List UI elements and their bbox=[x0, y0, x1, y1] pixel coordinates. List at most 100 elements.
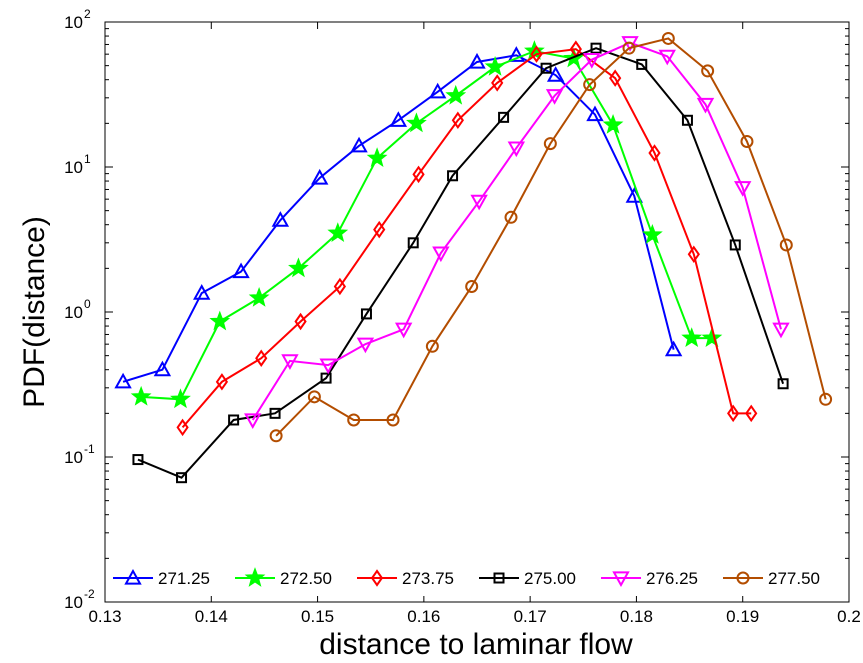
data-point bbox=[740, 134, 754, 148]
data-point bbox=[507, 46, 526, 62]
data-point bbox=[658, 49, 676, 66]
legend-label: 276.25 bbox=[646, 569, 698, 588]
data-point bbox=[132, 454, 144, 466]
data-point bbox=[327, 222, 349, 242]
y-axis-label: PDF(distance) bbox=[18, 216, 51, 408]
x-tick-label: 0.19 bbox=[726, 607, 759, 626]
data-point bbox=[271, 211, 290, 227]
data-point bbox=[696, 97, 715, 114]
x-tick-label: 0.15 bbox=[301, 607, 334, 626]
data-point bbox=[366, 147, 388, 168]
series-277.50 bbox=[269, 31, 833, 443]
data-point bbox=[729, 239, 741, 251]
x-tick-label: 0.13 bbox=[88, 607, 121, 626]
legend-item: 271.25 bbox=[113, 568, 210, 588]
series-276.25 bbox=[244, 36, 790, 430]
data-point bbox=[153, 360, 172, 377]
data-point bbox=[294, 312, 307, 331]
data-point bbox=[779, 238, 793, 252]
data-point bbox=[451, 111, 464, 130]
legend-marker bbox=[370, 569, 384, 587]
data-point bbox=[586, 105, 604, 122]
data-point bbox=[504, 210, 518, 224]
y-tick-label: 10 bbox=[64, 13, 83, 32]
data-point bbox=[609, 69, 622, 87]
data-point bbox=[701, 64, 715, 78]
data-point bbox=[687, 245, 700, 264]
data-point bbox=[319, 358, 337, 375]
data-point bbox=[386, 413, 400, 427]
legend-marker bbox=[612, 571, 630, 588]
data-point bbox=[543, 137, 557, 151]
series-layer bbox=[114, 31, 833, 484]
data-point bbox=[320, 372, 332, 384]
data-point bbox=[228, 414, 240, 426]
data-point bbox=[350, 136, 368, 153]
legend-item: 273.75 bbox=[357, 569, 454, 588]
legend-item: 277.50 bbox=[723, 569, 820, 588]
y-tick-label: 10 bbox=[64, 448, 83, 467]
data-point bbox=[727, 404, 740, 423]
data-point bbox=[232, 262, 250, 279]
y-tick-exponent: 2 bbox=[84, 7, 91, 21]
data-point bbox=[664, 340, 683, 357]
data-point bbox=[244, 413, 262, 430]
series-line bbox=[275, 37, 827, 437]
data-point bbox=[281, 354, 299, 370]
legend-box bbox=[108, 561, 842, 596]
legend-label: 275.00 bbox=[524, 569, 576, 588]
series-271.25 bbox=[114, 46, 683, 389]
data-point bbox=[255, 349, 268, 367]
data-point bbox=[772, 322, 790, 339]
data-point bbox=[356, 337, 375, 354]
data-point bbox=[432, 246, 450, 263]
data-point bbox=[465, 279, 479, 293]
x-tick-label: 0.18 bbox=[620, 607, 653, 626]
legend-label: 272.50 bbox=[280, 569, 332, 588]
y-tick-label: 10 bbox=[64, 158, 83, 177]
x-axis: 0.13 0.14 0.15 0.16 0.17 0.18 0.19 0.2 bbox=[88, 22, 861, 626]
y-tick-exponent: -1 bbox=[84, 442, 95, 456]
data-point bbox=[310, 168, 329, 185]
data-point bbox=[470, 194, 488, 211]
x-tick-label: 0.14 bbox=[195, 607, 228, 626]
data-point bbox=[406, 112, 427, 133]
data-point bbox=[701, 327, 723, 348]
data-point bbox=[540, 62, 552, 74]
data-point bbox=[307, 390, 321, 404]
legend-item: 275.00 bbox=[479, 569, 576, 588]
data-point bbox=[641, 224, 663, 244]
data-point bbox=[622, 41, 636, 55]
series-line bbox=[251, 41, 782, 421]
y-tick-label: 10 bbox=[64, 303, 83, 322]
legend-marker bbox=[736, 571, 750, 585]
data-point bbox=[373, 220, 386, 239]
y-tick-exponent: 1 bbox=[84, 152, 91, 166]
legend-marker bbox=[493, 572, 505, 584]
legend-label: 277.50 bbox=[768, 569, 820, 588]
data-point bbox=[484, 55, 506, 76]
y-tick-exponent: -2 bbox=[84, 587, 95, 601]
data-point bbox=[130, 385, 152, 406]
data-point bbox=[248, 287, 270, 307]
data-point bbox=[602, 114, 624, 134]
data-point bbox=[583, 53, 601, 69]
data-point bbox=[394, 322, 413, 339]
series-line bbox=[141, 50, 712, 401]
data-point bbox=[734, 181, 752, 197]
data-point bbox=[347, 413, 361, 427]
data-point bbox=[269, 429, 283, 443]
data-point bbox=[412, 165, 425, 184]
data-point bbox=[507, 141, 526, 158]
data-point bbox=[389, 111, 408, 127]
data-point bbox=[269, 407, 281, 419]
data-point bbox=[193, 284, 211, 300]
data-point bbox=[468, 52, 486, 69]
legend: 271.25 272.50 273.75 275.00 276.25 277.50 bbox=[108, 561, 842, 596]
data-point bbox=[636, 58, 648, 70]
legend-label: 271.25 bbox=[158, 569, 210, 588]
data-point bbox=[209, 310, 231, 331]
data-point bbox=[288, 257, 309, 278]
plot-area bbox=[104, 21, 850, 603]
